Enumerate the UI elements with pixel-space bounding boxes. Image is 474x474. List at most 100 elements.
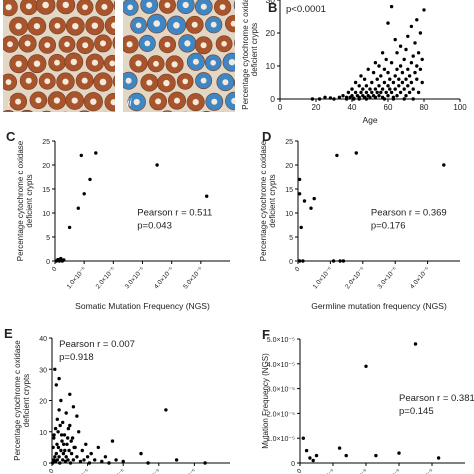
y-tick-label: 0 <box>46 259 50 266</box>
micrograph-i: i <box>3 0 115 124</box>
data-point <box>59 448 63 453</box>
data-point <box>393 37 397 42</box>
y-tick-label: 20 <box>285 163 293 170</box>
x-tick-label: 3.0×10⁻⁵ <box>124 266 146 291</box>
data-point <box>338 259 342 263</box>
crypt-lumen <box>230 20 235 27</box>
crypt-lumen <box>250 99 256 105</box>
x-tick-label: 0 <box>278 103 283 112</box>
data-point <box>366 67 370 72</box>
y-tick-label: 20 <box>39 399 47 406</box>
data-point <box>384 57 388 62</box>
data-point <box>357 84 361 88</box>
crypt-lumen <box>64 41 70 48</box>
crypt-lumen <box>163 79 170 87</box>
data-point <box>389 90 394 95</box>
crypt-lumen <box>144 40 151 47</box>
data-point <box>400 80 405 85</box>
data-point <box>310 97 315 101</box>
y-tick-label: 1.0×10⁻⁵ <box>267 436 295 443</box>
crypt-lumen <box>81 117 87 123</box>
data-point <box>413 41 417 45</box>
crypt <box>234 110 252 128</box>
y-axis-label: deficient crypts <box>250 23 259 76</box>
y-tick-label: 0 <box>43 461 47 468</box>
data-point <box>309 206 313 210</box>
data-point <box>400 70 405 75</box>
crypt-lumen <box>71 97 78 104</box>
x-tick-label: 1.0×10⁻⁵ <box>314 468 336 474</box>
data-point <box>422 8 426 12</box>
data-point <box>397 77 401 81</box>
crypt-lumen <box>72 23 79 30</box>
crypt-lumen <box>200 77 207 84</box>
x-tick-label: 2.0×10⁻⁵ <box>344 266 366 291</box>
data-point <box>364 90 369 95</box>
data-point <box>58 461 62 465</box>
data-point <box>386 84 390 88</box>
y-tick-label: 20 <box>266 28 276 38</box>
data-point <box>302 199 307 203</box>
y-tick-label: 5.0×10⁻⁵ <box>267 337 295 344</box>
y-tick-label: 2.0×10⁻⁵ <box>267 411 295 418</box>
crypt-lumen <box>5 116 11 122</box>
data-point <box>398 64 403 68</box>
data-point <box>416 90 421 95</box>
data-point <box>62 442 66 446</box>
data-point <box>71 458 76 462</box>
x-tick-label: 3.0×10⁻⁵ <box>380 468 402 474</box>
data-point <box>57 376 61 381</box>
crypt <box>41 110 52 112</box>
crypt-lumen <box>111 22 115 29</box>
crypt-lumen <box>222 79 229 86</box>
data-point <box>67 448 71 453</box>
crypt-lumen <box>91 22 99 29</box>
data-point <box>361 87 365 91</box>
data-point <box>53 455 57 459</box>
crypt-lumen <box>82 4 88 10</box>
x-tick-label: 3.0×10⁻⁵ <box>377 266 399 291</box>
crypt-lumen <box>153 20 160 27</box>
crypt <box>122 113 138 129</box>
data-point <box>72 445 76 450</box>
crypt-lumen <box>155 98 162 105</box>
data-point <box>69 439 73 443</box>
crypt-lumen <box>219 4 226 10</box>
data-point <box>52 436 56 440</box>
data-point <box>393 87 397 91</box>
data-point <box>64 455 68 459</box>
data-point <box>370 80 374 85</box>
data-point <box>374 453 378 458</box>
crypt-lumen <box>164 41 171 48</box>
data-point <box>68 423 72 428</box>
crypt-lumen <box>145 118 151 124</box>
crypt-lumen <box>43 117 49 123</box>
crypt <box>112 75 115 88</box>
data-point <box>100 459 104 464</box>
data-point <box>388 87 392 91</box>
crypt-lumen <box>25 3 32 10</box>
crypt-lumen <box>44 42 51 48</box>
crypt-lumen <box>54 22 61 29</box>
x-tick-label: 0 <box>48 467 56 474</box>
y-axis-label: deficient crypts <box>22 374 31 427</box>
data-point <box>386 21 390 25</box>
crypt-lumen <box>210 60 216 66</box>
y-tick-label: 15 <box>42 187 50 194</box>
crypt-lumen <box>62 78 69 85</box>
y-axis-label: Percentage cytochrome c oxidase <box>241 0 250 110</box>
data-point <box>402 57 406 62</box>
crypt-lumen <box>42 1 49 9</box>
crypt-lumen <box>102 118 108 124</box>
crypt-lumen <box>35 97 42 104</box>
data-point <box>79 153 84 158</box>
data-point <box>297 259 302 263</box>
crypt <box>162 110 173 112</box>
data-point <box>346 90 351 95</box>
data-point <box>375 77 379 81</box>
crypt-lumen <box>15 23 22 30</box>
data-point <box>80 448 85 453</box>
data-point <box>377 64 381 68</box>
data-point <box>373 61 378 65</box>
data-point <box>353 80 358 85</box>
